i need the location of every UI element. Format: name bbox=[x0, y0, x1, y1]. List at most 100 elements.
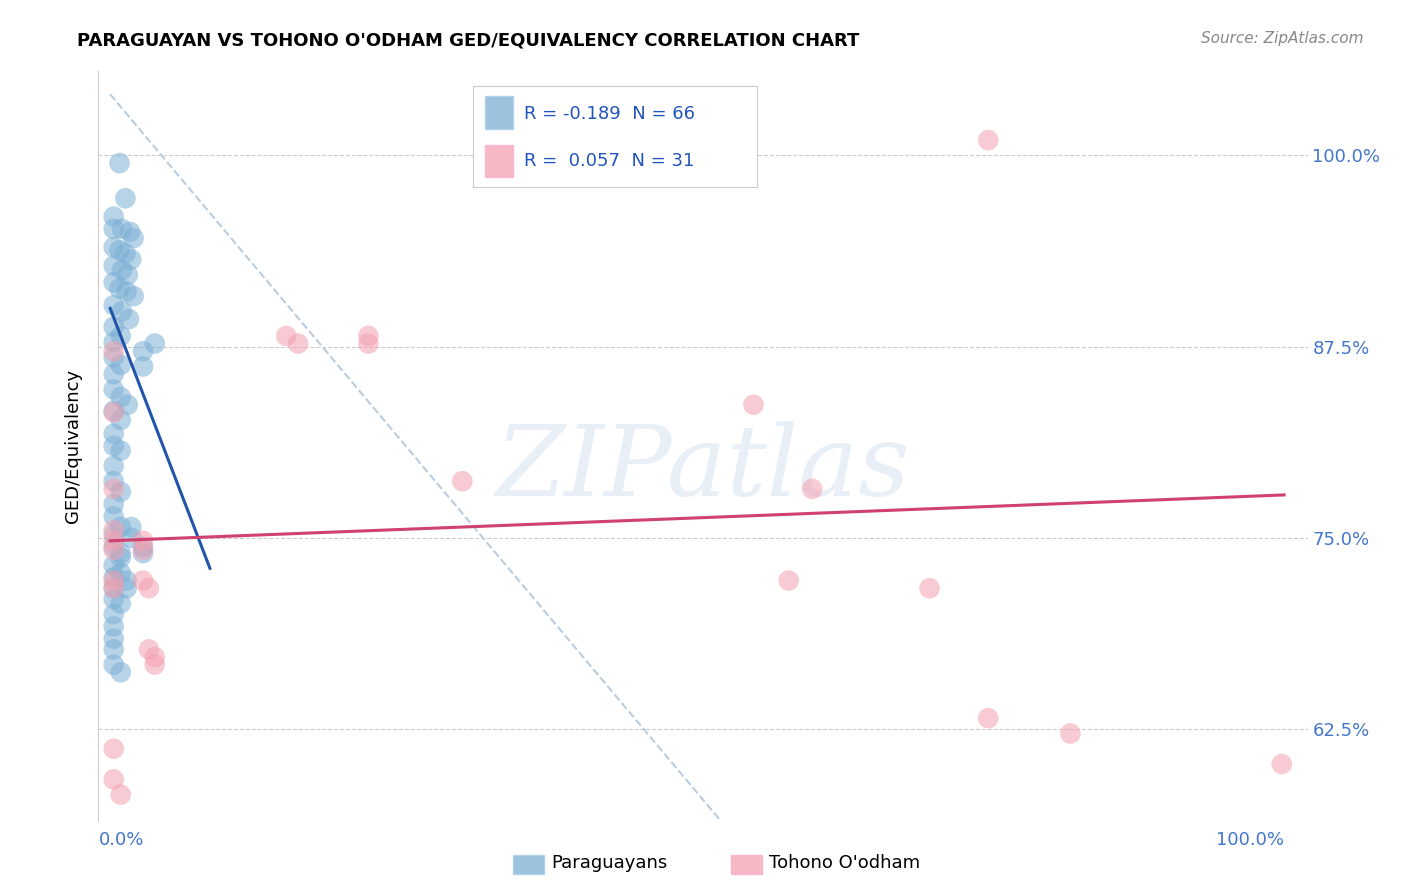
Point bbox=[132, 540, 155, 554]
Point bbox=[120, 225, 142, 239]
Point bbox=[118, 312, 141, 326]
Point bbox=[357, 336, 380, 351]
Point bbox=[103, 619, 125, 633]
Point bbox=[103, 497, 125, 511]
Point bbox=[103, 240, 125, 254]
Point bbox=[108, 156, 131, 170]
Point bbox=[103, 574, 125, 588]
Point bbox=[132, 546, 155, 560]
Point bbox=[103, 426, 125, 441]
Point bbox=[110, 520, 132, 534]
Point bbox=[120, 531, 142, 545]
Point bbox=[103, 581, 125, 595]
Point bbox=[132, 574, 155, 588]
Point bbox=[110, 788, 132, 802]
Point bbox=[132, 359, 155, 374]
Point bbox=[114, 246, 136, 260]
Point bbox=[103, 772, 125, 787]
Text: 0.0%: 0.0% bbox=[98, 831, 143, 849]
Point bbox=[977, 711, 1000, 725]
Point bbox=[122, 231, 145, 245]
Point bbox=[103, 509, 125, 524]
Point bbox=[120, 520, 142, 534]
Point bbox=[132, 344, 155, 359]
Point bbox=[111, 304, 134, 318]
Point bbox=[103, 570, 125, 584]
Point bbox=[103, 276, 125, 290]
Point bbox=[103, 334, 125, 349]
Point bbox=[143, 657, 166, 672]
Point bbox=[287, 336, 309, 351]
Point bbox=[1059, 726, 1081, 740]
Point bbox=[115, 285, 138, 299]
Point bbox=[103, 581, 125, 595]
Point bbox=[138, 642, 160, 657]
Point bbox=[115, 574, 138, 588]
Point bbox=[103, 482, 125, 496]
Text: Tohono O'odham: Tohono O'odham bbox=[769, 855, 920, 872]
Point bbox=[357, 329, 380, 343]
Point bbox=[110, 550, 132, 565]
Point bbox=[108, 281, 131, 295]
Point bbox=[110, 665, 132, 680]
Point bbox=[103, 404, 125, 418]
Point bbox=[132, 543, 155, 558]
Point bbox=[977, 133, 1000, 147]
Point bbox=[103, 405, 125, 419]
Point bbox=[110, 390, 132, 404]
Point bbox=[103, 383, 125, 397]
Point bbox=[138, 581, 160, 595]
Point bbox=[143, 336, 166, 351]
Point bbox=[108, 244, 131, 258]
Point bbox=[114, 191, 136, 205]
Point bbox=[103, 351, 125, 365]
Text: Paraguayans: Paraguayans bbox=[551, 855, 668, 872]
Point bbox=[103, 657, 125, 672]
Point bbox=[103, 474, 125, 488]
Point bbox=[103, 210, 125, 224]
Point bbox=[103, 540, 125, 554]
Point bbox=[111, 263, 134, 277]
Point bbox=[120, 252, 142, 267]
Point bbox=[117, 398, 139, 412]
Point bbox=[918, 581, 941, 595]
Point bbox=[110, 358, 132, 372]
Point bbox=[103, 607, 125, 622]
Point bbox=[103, 344, 125, 359]
Point bbox=[143, 650, 166, 665]
Text: PARAGUAYAN VS TOHONO O'ODHAM GED/EQUIVALENCY CORRELATION CHART: PARAGUAYAN VS TOHONO O'ODHAM GED/EQUIVAL… bbox=[77, 31, 859, 49]
Point bbox=[103, 458, 125, 473]
Y-axis label: GED/Equivalency: GED/Equivalency bbox=[65, 369, 83, 523]
Point bbox=[103, 527, 125, 541]
Point bbox=[103, 259, 125, 273]
Point bbox=[110, 443, 132, 458]
Point bbox=[1271, 757, 1294, 772]
Point bbox=[103, 591, 125, 606]
Point bbox=[742, 398, 765, 412]
Text: 100.0%: 100.0% bbox=[1216, 831, 1284, 849]
Point bbox=[122, 289, 145, 303]
Point bbox=[110, 329, 132, 343]
Point bbox=[103, 523, 125, 537]
Point bbox=[110, 566, 132, 580]
Point bbox=[103, 367, 125, 381]
Point bbox=[103, 543, 125, 558]
Point bbox=[110, 413, 132, 427]
Point bbox=[103, 558, 125, 573]
Point bbox=[778, 574, 800, 588]
Point bbox=[103, 642, 125, 657]
Text: Source: ZipAtlas.com: Source: ZipAtlas.com bbox=[1201, 31, 1364, 46]
Point bbox=[115, 581, 138, 595]
Point bbox=[276, 329, 298, 343]
Point bbox=[111, 222, 134, 236]
Point bbox=[103, 533, 125, 548]
Point bbox=[117, 268, 139, 282]
Point bbox=[110, 597, 132, 611]
Point bbox=[103, 222, 125, 236]
Point bbox=[451, 474, 474, 488]
Point bbox=[110, 546, 132, 560]
Point bbox=[103, 439, 125, 453]
Point bbox=[103, 632, 125, 646]
Point bbox=[103, 741, 125, 756]
Point bbox=[103, 319, 125, 334]
